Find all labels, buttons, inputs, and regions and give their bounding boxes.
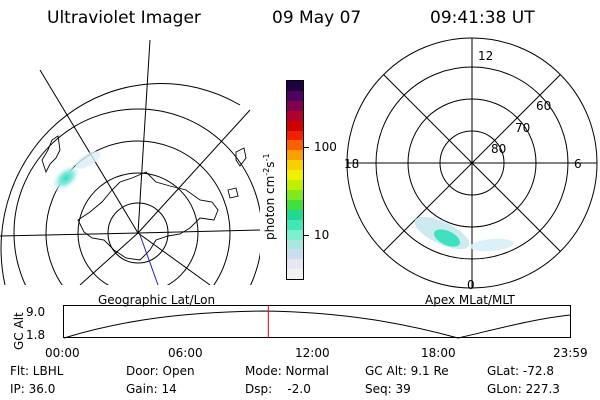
colorbar-tick-100: 100 [314,140,337,154]
meridian [79,232,139,285]
right-panel-label: Apex MLat/MLT [425,293,515,307]
colorbar-tick-mark [304,147,309,148]
observation-date: 09 May 07 [272,8,362,28]
colorbar-segment [287,160,303,171]
mlt-label-0: 0 [467,278,475,292]
mlat-label-70: 70 [515,121,530,135]
colorbar-segment [287,269,303,280]
mlt-label-18: 18 [344,157,359,171]
time-tick-0000: 00:00 [45,346,80,360]
seq-info: Seq: 39 [365,382,411,396]
altitude-curve [63,310,571,339]
colorbar-segment [287,81,303,91]
meridian [39,69,139,234]
polar-mlt-plot: 12 18 6 0 60 70 80 [344,37,598,292]
mlat-label-80: 80 [491,142,506,156]
satellite-track [139,234,159,285]
colorbar-unit-label: photon cm-2s-1 [262,153,277,240]
coastline [235,147,247,167]
timeline-frame [63,305,571,338]
colorbar-segment [287,90,303,101]
coastline [77,171,219,261]
gain-info: Gain: 14 [126,382,177,396]
colorbar-segment [287,150,303,161]
colorbar-segment [287,259,303,270]
colorbar-segment [287,239,303,250]
map-boundary [0,83,241,285]
coastline [41,135,61,174]
colorbar-segment [287,219,303,230]
observation-time: 09:41:38 UT [430,8,535,28]
colorbar-segment [287,140,303,151]
altitude-ytick-max: 9.0 [26,305,46,319]
colorbar-segment [287,120,303,131]
colorbar-tick-10: 10 [314,228,330,242]
aurora-emission [50,163,82,193]
glat-info: GLat: -72.8 [487,364,554,378]
mlt-meridian [383,74,561,252]
time-tick-1800: 18:00 [421,346,456,360]
coastline [227,187,239,199]
ip-info: IP: 36.0 [10,382,56,396]
mode-info: Mode: Normal [245,364,329,378]
colorbar-segment [287,180,303,190]
latitude-circle [45,140,231,285]
latitude-circle [13,108,260,285]
colorbar-segment [287,100,303,111]
aurora-emission [470,238,514,252]
time-tick-2359: 23:59 [553,346,588,360]
instrument-title: Ultraviolet Imager [47,8,201,28]
glon-info: GLon: 227.3 [487,382,560,396]
colorbar-segment [287,209,303,220]
mlat-label-60: 60 [536,99,551,113]
meridian [137,232,211,285]
colorbar-segment [287,189,303,200]
geographic-map [0,40,260,285]
mlt-label-6: 6 [574,157,582,171]
left-panel-label: Geographic Lat/Lon [98,293,216,307]
aurora-emission [433,229,461,247]
latitude-circle [107,202,169,264]
colorbar-segment [287,229,303,240]
altitude-ylabel: GC Alt [12,312,26,350]
meridian [0,232,139,237]
colorbar-segment [287,110,303,121]
gc-alt-info: GC Alt: 9.1 Re [365,364,449,378]
colorbar-tick-mark [304,235,309,236]
latitude-circle [77,172,199,285]
colorbar [286,80,304,280]
meridian [137,109,251,234]
colorbar-segment [287,170,303,181]
mlt-label-12: 12 [478,49,493,63]
filter-info: Flt: LBHL [10,364,64,378]
time-tick-0600: 06:00 [168,346,203,360]
aurora-emission [75,151,101,169]
door-info: Door: Open [126,364,195,378]
time-tick-1200: 12:00 [295,346,330,360]
altitude-timeline [63,305,571,339]
colorbar-segment [287,249,303,260]
meridian [137,229,260,234]
meridian [137,40,151,234]
colorbar-segment [287,199,303,210]
colorbar-segment [287,130,303,141]
altitude-ytick-min: 1.8 [26,328,46,342]
dsp-info: Dsp: -2.0 [245,382,311,396]
